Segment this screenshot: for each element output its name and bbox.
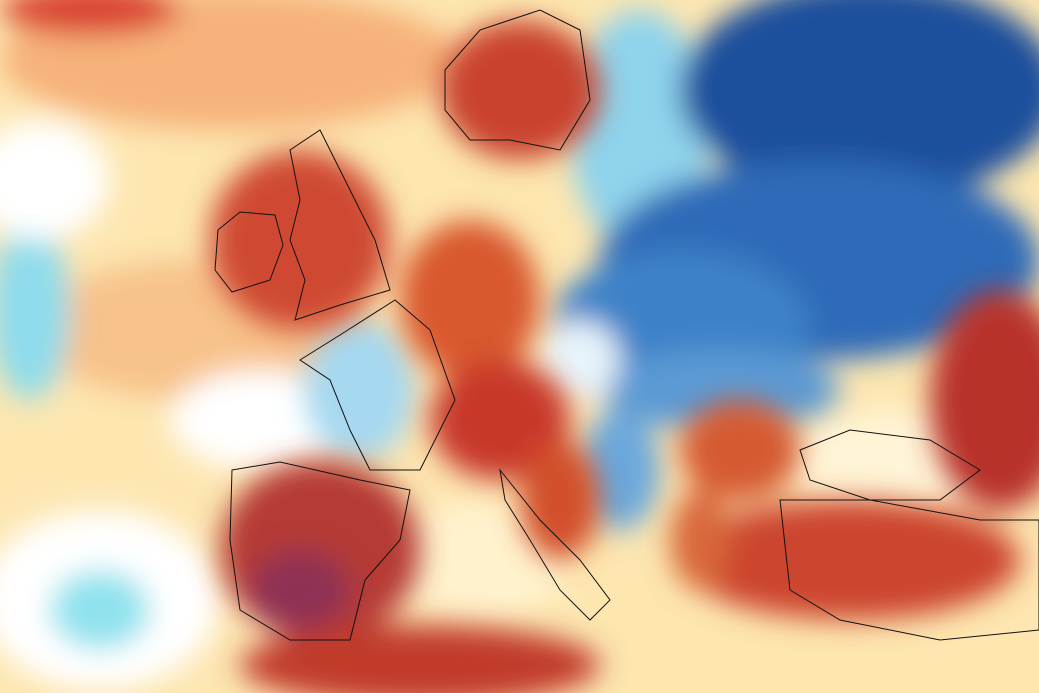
ocean-field — [0, 0, 1020, 690]
cold-anomaly — [305, 0, 1039, 530]
coastlines — [214, 9, 1039, 641]
warm-anomaly — [210, 20, 1039, 693]
